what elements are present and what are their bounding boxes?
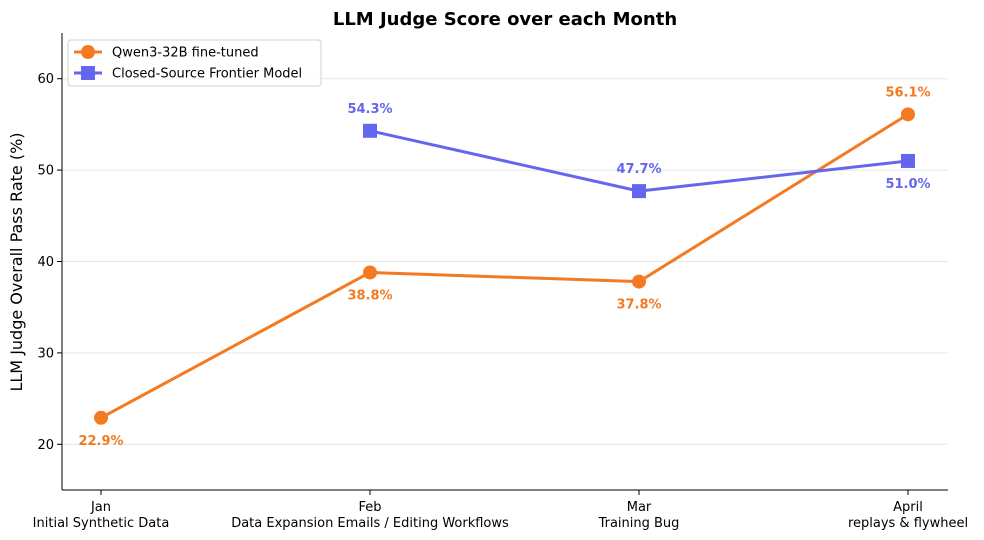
series — [94, 107, 915, 425]
x-tick-label: Data Expansion Emails / Editing Workflow… — [231, 516, 509, 531]
x-tick-label: Initial Synthetic Data — [33, 516, 170, 531]
y-axis-label: LLM Judge Overall Pass Rate (%) — [7, 132, 26, 391]
data-label: 56.1% — [885, 85, 930, 100]
x-tick-label: Mar — [627, 500, 652, 515]
data-label: 54.3% — [347, 102, 392, 117]
data-point — [901, 107, 915, 122]
data-point — [632, 184, 646, 199]
x-tick-label: April — [893, 500, 923, 515]
legend-marker — [81, 45, 95, 59]
data-point — [94, 410, 108, 425]
x-tick-label: Feb — [358, 500, 381, 515]
legend-label: Qwen3-32B fine-tuned — [112, 46, 259, 61]
data-point — [901, 153, 915, 168]
x-tick-label: Training Bug — [598, 516, 680, 531]
data-point — [632, 274, 646, 289]
y-tick-label: 60 — [37, 72, 54, 87]
x-tick-label: replays & flywheel — [848, 516, 968, 531]
data-point — [363, 265, 377, 280]
data-label: 22.9% — [78, 434, 123, 449]
data-labels: 22.9% 38.8% 37.8% 56.1% 54.3% 47.7% 51.0% — [78, 85, 930, 448]
chart-title: LLM Judge Score over each Month — [333, 9, 677, 30]
y-tick-label: 30 — [37, 346, 54, 361]
y-tick-label: 20 — [37, 438, 54, 453]
grid — [62, 78, 948, 445]
axes — [57, 33, 948, 495]
series-line-1 — [100, 113, 909, 420]
data-label: 51.0% — [885, 177, 930, 192]
data-label: 37.8% — [616, 298, 661, 313]
legend-label: Closed-Source Frontier Model — [112, 67, 302, 82]
data-label: 38.8% — [347, 288, 392, 303]
legend-marker — [81, 66, 95, 80]
y-tick-label: 50 — [37, 164, 54, 179]
series-line-2 — [369, 129, 909, 193]
data-label: 47.7% — [616, 162, 661, 177]
y-tick-label: 40 — [37, 255, 54, 270]
legend: Qwen3-32B fine-tuned Closed-Source Fronti… — [67, 39, 322, 87]
data-point — [363, 123, 377, 138]
legend-box — [67, 39, 322, 87]
x-tick-label: Jan — [90, 500, 111, 515]
